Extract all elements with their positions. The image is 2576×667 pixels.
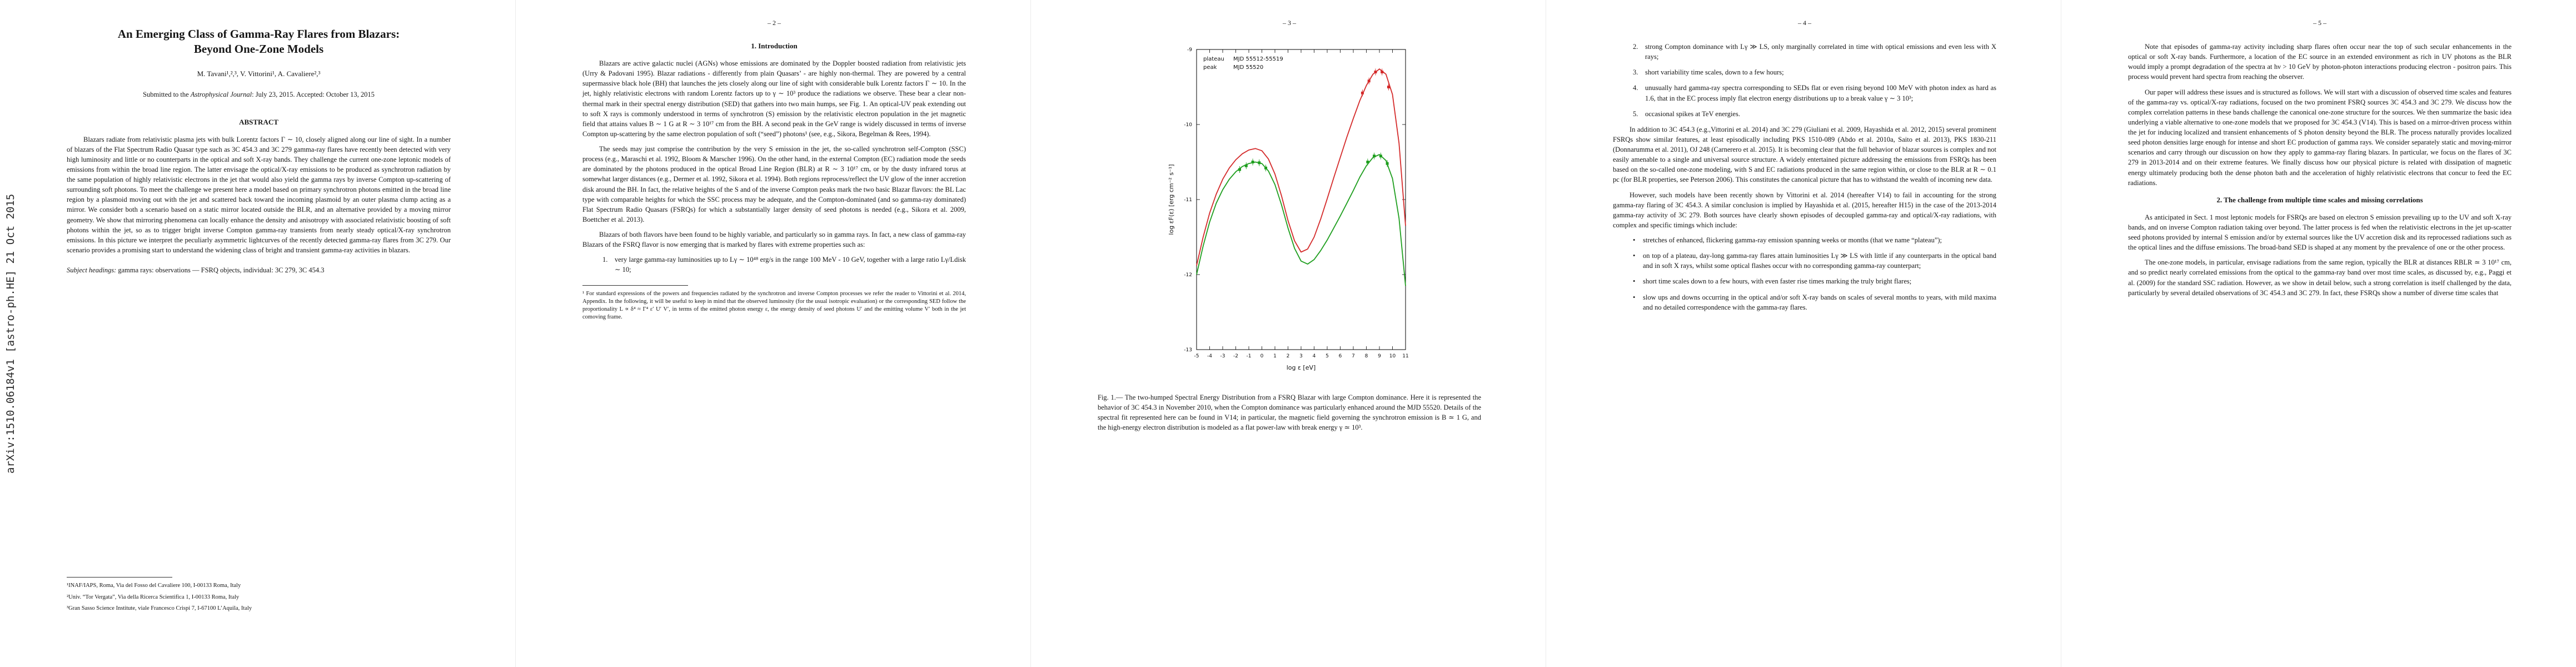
- svg-text:peak: peak: [1203, 64, 1217, 71]
- footnote-rule: [582, 285, 688, 286]
- svg-text:3: 3: [1299, 354, 1303, 359]
- journal-name: Astrophysical Journal: [190, 90, 252, 98]
- svg-text:log εF(ε) [erg cm⁻² s⁻¹]: log εF(ε) [erg cm⁻² s⁻¹]: [1168, 164, 1175, 235]
- bullet-item-4: • slow ups and downs occurring in the op…: [1633, 292, 1996, 312]
- svg-text:plateau: plateau: [1203, 56, 1224, 62]
- abstract-heading: ABSTRACT: [239, 117, 278, 126]
- svg-text:MJD 55520: MJD 55520: [1233, 64, 1263, 71]
- subject-text: gamma rays: observations — FSRQ objects,…: [116, 266, 325, 275]
- svg-text:-1: -1: [1247, 354, 1252, 359]
- page-5-paragraph-2: Our paper will address these issues and …: [2128, 88, 2512, 187]
- item-marker: 5.: [1633, 109, 1638, 118]
- item-text: slow ups and downs occurring in the opti…: [1643, 293, 1996, 311]
- intro-paragraph-3: Blazars of both flavors have been found …: [582, 231, 966, 249]
- bullet-marker: •: [1633, 293, 1636, 301]
- sed-chart: -5 -4 -3 -2 -1 0 1 2 3 4 5 6 7 8 9 10 11 -13 -12 -11 -10 -9 lo…: [1164, 42, 1414, 378]
- item-text: stretches of enhanced, flickering gamma-…: [1643, 236, 1942, 244]
- item-text: short variability time scales, down to a…: [1645, 68, 1784, 77]
- page-4-paragraph-1: In addition to 3C 454.3 (e.g.,Vittorini …: [1613, 125, 1996, 184]
- svg-text:0: 0: [1260, 354, 1264, 359]
- submitted-prefix: Submitted to the: [143, 90, 191, 98]
- page-5: – 5 – Note that episodes of gamma-ray ac…: [2061, 0, 2576, 667]
- page-5-paragraph-3: As anticipated in Sect. 1 most leptonic …: [2128, 213, 2512, 252]
- svg-text:11: 11: [1402, 354, 1408, 359]
- svg-text:2: 2: [1287, 354, 1290, 359]
- item-text: occasional spikes at TeV energies.: [1645, 109, 1740, 118]
- page-number-3: – 3 –: [1283, 19, 1296, 27]
- page-3: – 3 – -5 -4 -3 -2 -1 0 1 2 3 4 5 6 7 8 9 10 11 -13 -12 -11-…: [1030, 0, 1546, 667]
- item-text: short time scales down to a few hours, w…: [1643, 277, 1912, 286]
- svg-text:8: 8: [1365, 354, 1368, 359]
- figure-1: -5 -4 -3 -2 -1 0 1 2 3 4 5 6 7 8 9 10 11 -13 -12 -11 -10 -9 lo…: [1098, 42, 1481, 378]
- item-text: strong Compton dominance with Lγ ≫ LS, o…: [1645, 43, 1996, 61]
- bullet-marker: •: [1633, 277, 1636, 286]
- svg-text:5: 5: [1326, 354, 1329, 359]
- footnote-rule: [67, 577, 172, 578]
- figure-1-caption: Fig. 1.— The two-humped Spectral Energy …: [1098, 394, 1481, 432]
- section-2-heading: 2. The challenge from multiple time scal…: [2216, 195, 2423, 204]
- svg-text:log ε [eV]: log ε [eV]: [1287, 364, 1316, 371]
- svg-text:-9: -9: [1187, 47, 1192, 53]
- bullet-marker: •: [1633, 252, 1636, 260]
- subject-headings: Subject headings: gamma rays: observatio…: [67, 265, 451, 275]
- numbered-item-1: 1. very large gamma-ray luminosities up …: [602, 255, 966, 275]
- page-4-paragraph-2: However, such models have been recently …: [1613, 191, 1996, 229]
- numbered-item-2: 2. strong Compton dominance with Lγ ≫ LS…: [1633, 42, 1996, 62]
- page-4: – 4 – 2. strong Compton dominance with L…: [1546, 0, 2061, 667]
- intro-paragraph-2: The seeds may just comprise the contribu…: [582, 145, 966, 223]
- item-marker: 4.: [1633, 84, 1638, 92]
- bullet-item-1: • stretches of enhanced, flickering gamm…: [1633, 235, 1996, 245]
- affiliation-footnote-1: ¹INAF/IAPS, Roma, Via del Fosso del Cava…: [67, 583, 241, 589]
- page-2: – 2 – 1. Introduction Blazars are active…: [515, 0, 1030, 667]
- item-marker: 2.: [1633, 43, 1638, 51]
- numbered-item-4: 4. unusually hard gamma-ray spectra corr…: [1633, 83, 1996, 103]
- svg-text:1: 1: [1273, 354, 1277, 359]
- svg-text:9: 9: [1378, 354, 1381, 359]
- paper-title: An Emerging Class of Gamma-Ray Flares fr…: [117, 27, 400, 56]
- bullet-item-2: • on top of a plateau, day-long gamma-ra…: [1633, 251, 1996, 271]
- svg-text:4: 4: [1313, 354, 1316, 359]
- item-marker: 3.: [1633, 68, 1638, 77]
- page-5-paragraph-1: Note that episodes of gamma-ray activity…: [2128, 43, 2512, 81]
- subject-label: Subject headings:: [67, 266, 117, 275]
- bullet-item-3: • short time scales down to a few hours,…: [1633, 276, 1996, 286]
- footnote-1: ¹ For standard expressions of the powers…: [582, 290, 966, 321]
- intro-paragraph-1: Blazars are active galactic nuclei (AGNs…: [582, 59, 966, 138]
- svg-text:6: 6: [1339, 354, 1342, 359]
- svg-text:-13: -13: [1184, 347, 1192, 353]
- item-text: very large gamma-ray luminosities up to …: [615, 256, 966, 274]
- page-number-2: – 2 –: [768, 19, 781, 27]
- page-2-footnote-block: ¹ For standard expressions of the powers…: [582, 285, 966, 322]
- title-footnotes: ¹INAF/IAPS, Roma, Via del Fosso del Cava…: [67, 577, 451, 616]
- svg-text:MJD 55512-55519: MJD 55512-55519: [1233, 56, 1283, 62]
- svg-text:-4: -4: [1207, 354, 1212, 359]
- affiliation-footnote-3: ³Gran Sasso Science Institute, viale Fra…: [67, 605, 252, 611]
- svg-text:-11: -11: [1184, 197, 1192, 203]
- submitted-line: Submitted to the Astrophysical Journal: …: [67, 91, 451, 99]
- svg-text:-5: -5: [1194, 354, 1199, 359]
- svg-text:10: 10: [1389, 354, 1396, 359]
- arxiv-banner: arXiv:1510.06184v1 [astro-ph.HE] 21 Oct …: [4, 193, 17, 474]
- submitted-suffix: : July 23, 2015. Accepted: October 13, 2…: [252, 90, 375, 98]
- svg-text:-12: -12: [1184, 272, 1192, 278]
- svg-text:-10: -10: [1184, 122, 1192, 128]
- page-number-4: – 4 –: [1798, 19, 1811, 27]
- section-1-heading: 1. Introduction: [751, 42, 798, 50]
- page-number-5: – 5 –: [2313, 19, 2326, 27]
- abstract-text: Blazars radiate from relativistic plasma…: [67, 135, 451, 254]
- item-marker: 1.: [602, 256, 608, 264]
- bullet-marker: •: [1633, 236, 1636, 244]
- numbered-item-5: 5. occasional spikes at TeV energies.: [1633, 109, 1996, 119]
- page-1: arXiv:1510.06184v1 [astro-ph.HE] 21 Oct …: [0, 0, 515, 667]
- svg-text:-3: -3: [1220, 354, 1225, 359]
- svg-text:7: 7: [1352, 354, 1355, 359]
- numbered-item-3: 3. short variability time scales, down t…: [1633, 67, 1996, 77]
- item-text: on top of a plateau, day-long gamma-ray …: [1643, 252, 1996, 270]
- page-5-paragraph-4: The one-zone models, in particular, envi…: [2128, 258, 2512, 297]
- affiliation-footnote-2: ²Univ. “Tor Vergata”, Via della Ricerca …: [67, 594, 240, 600]
- authors-line: M. Tavani¹,²,³, V. Vittorini¹, A. Cavali…: [197, 69, 321, 78]
- item-text: unusually hard gamma-ray spectra corresp…: [1645, 84, 1996, 102]
- svg-text:-2: -2: [1233, 354, 1238, 359]
